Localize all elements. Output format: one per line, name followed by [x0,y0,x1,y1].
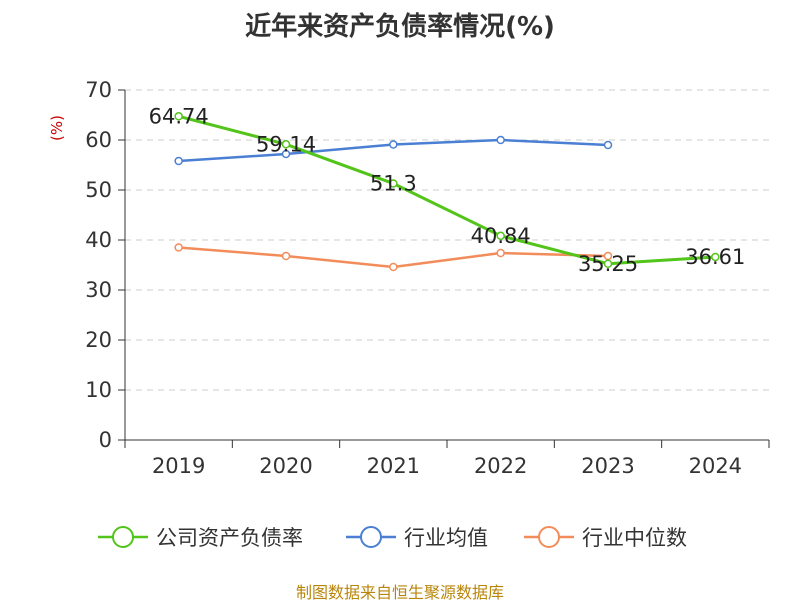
legend-marker-1 [360,526,382,548]
series-point-0 [711,252,720,262]
x-tick-label: 2021 [367,454,420,478]
data-label: 51.3 [370,172,417,196]
y-tick-label: 50 [85,178,112,202]
series-point-0 [603,259,613,268]
y-tick-label: 60 [85,128,112,152]
x-tick-label: 2022 [474,454,527,478]
legend-label-1: 行业均值 [404,526,488,550]
series-point-1 [281,149,291,159]
y-tick-label: 40 [85,228,112,252]
series-point-1 [389,140,398,149]
series-point-1 [496,135,505,145]
data-label: 40.84 [471,224,531,248]
series-point-2 [281,251,291,261]
data-label: 64.74 [149,104,209,128]
series-point-2 [174,243,183,252]
series-point-0 [281,140,291,149]
y-tick-label: 0 [99,428,112,452]
series-point-1 [174,156,183,166]
series-point-2 [389,262,398,272]
legend-marker-2 [538,526,560,548]
data-label: 36.61 [685,245,745,269]
series-point-0 [389,179,398,188]
series-point-2 [496,248,505,258]
x-tick-label: 2023 [581,454,634,478]
y-tick-label: 10 [85,378,112,402]
y-tick-label: 30 [85,278,112,302]
data-label: 59.14 [256,132,316,156]
x-tick-label: 2020 [259,454,312,478]
x-tick-label: 2024 [689,454,742,478]
y-axis-label: (%) [48,115,66,141]
legend-label-0: 公司资产负债率 [156,526,303,550]
x-tick-label: 2019 [152,454,205,478]
series-line-0 [178,114,716,266]
chart-title: 近年来资产负债率情况(%) [245,12,555,42]
y-tick-label: 70 [85,78,112,102]
y-tick-label: 20 [85,328,112,352]
data-label: 35.25 [578,252,638,276]
series-point-0 [496,231,505,241]
series-point-1 [603,140,613,150]
source-note: 制图数据来自恒生聚源数据库 [295,583,504,602]
series-point-0 [174,112,183,121]
legend-marker-0 [112,526,134,548]
legend-label-2: 行业中位数 [582,526,687,550]
